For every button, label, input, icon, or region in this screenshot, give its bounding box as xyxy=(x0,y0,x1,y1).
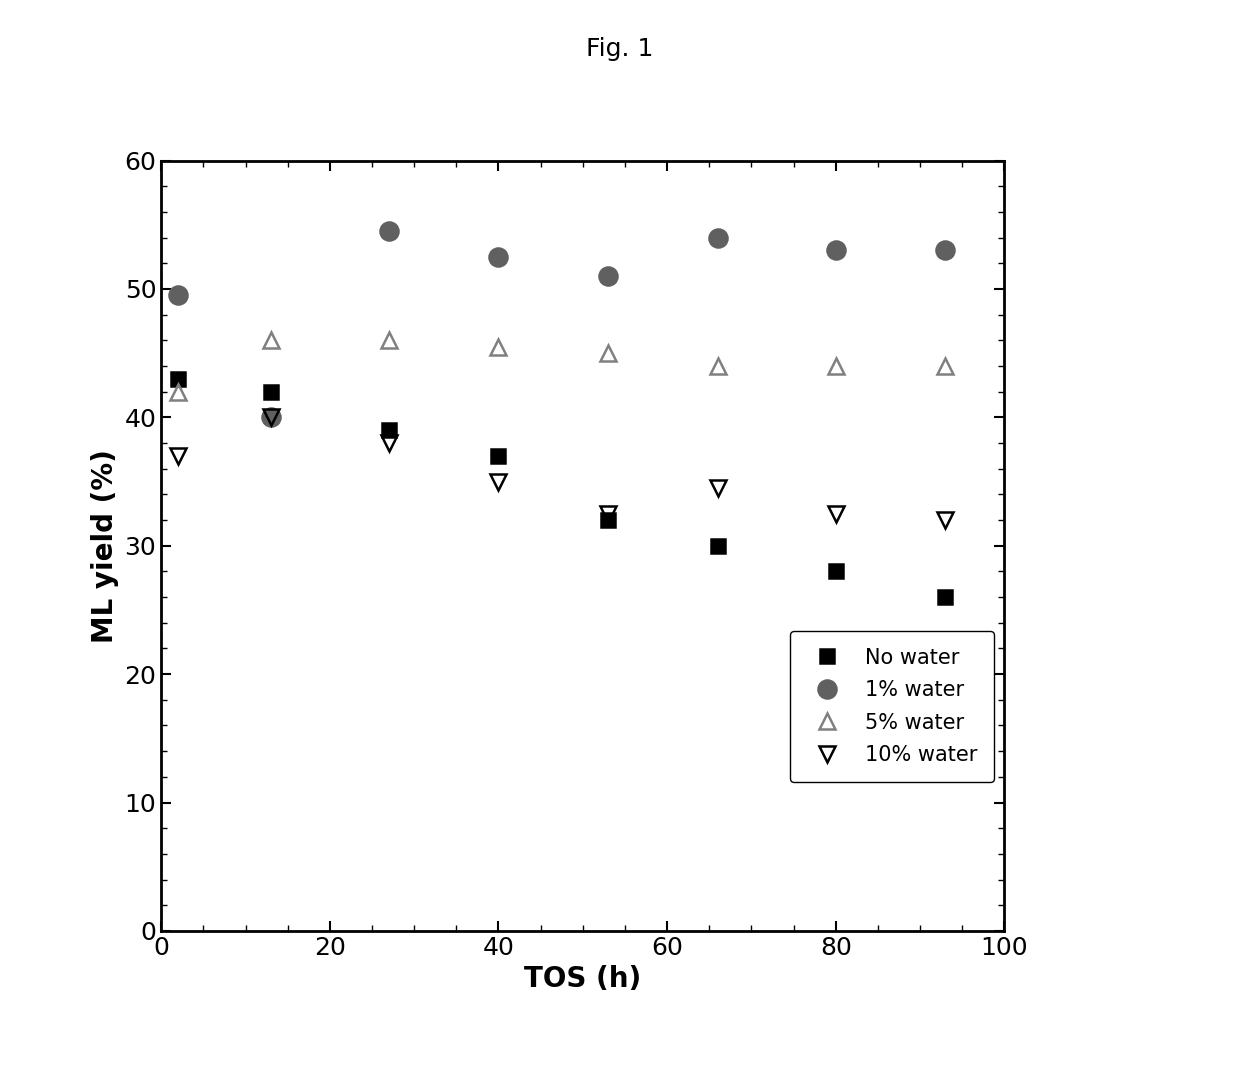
5% water xyxy=(937,360,952,372)
10% water xyxy=(263,411,278,424)
10% water xyxy=(828,507,843,520)
5% water xyxy=(171,385,186,398)
1% water xyxy=(600,270,615,282)
5% water xyxy=(263,334,278,347)
No water xyxy=(263,385,278,398)
No water xyxy=(171,372,186,385)
Line: 5% water: 5% water xyxy=(170,332,954,400)
No water xyxy=(491,449,506,462)
1% water xyxy=(937,244,952,257)
Line: 10% water: 10% water xyxy=(170,409,954,529)
Text: Fig. 1: Fig. 1 xyxy=(587,37,653,61)
5% water xyxy=(600,347,615,360)
1% water xyxy=(382,225,397,238)
10% water xyxy=(937,514,952,526)
10% water xyxy=(491,475,506,488)
No water xyxy=(828,565,843,578)
No water xyxy=(600,514,615,526)
Line: 1% water: 1% water xyxy=(169,223,955,426)
1% water xyxy=(491,250,506,263)
No water xyxy=(711,539,725,552)
Legend: No water, 1% water, 5% water, 10% water: No water, 1% water, 5% water, 10% water xyxy=(790,631,994,782)
Y-axis label: ML yield (%): ML yield (%) xyxy=(91,448,119,643)
10% water xyxy=(382,437,397,449)
5% water xyxy=(711,360,725,372)
10% water xyxy=(600,507,615,520)
1% water xyxy=(711,231,725,244)
1% water xyxy=(828,244,843,257)
10% water xyxy=(711,482,725,494)
No water xyxy=(382,424,397,437)
5% water xyxy=(828,360,843,372)
1% water xyxy=(171,289,186,302)
No water xyxy=(937,591,952,603)
10% water xyxy=(171,449,186,462)
X-axis label: TOS (h): TOS (h) xyxy=(525,965,641,993)
Line: No water: No water xyxy=(171,372,952,603)
5% water xyxy=(382,334,397,347)
1% water xyxy=(263,411,278,424)
5% water xyxy=(491,340,506,353)
